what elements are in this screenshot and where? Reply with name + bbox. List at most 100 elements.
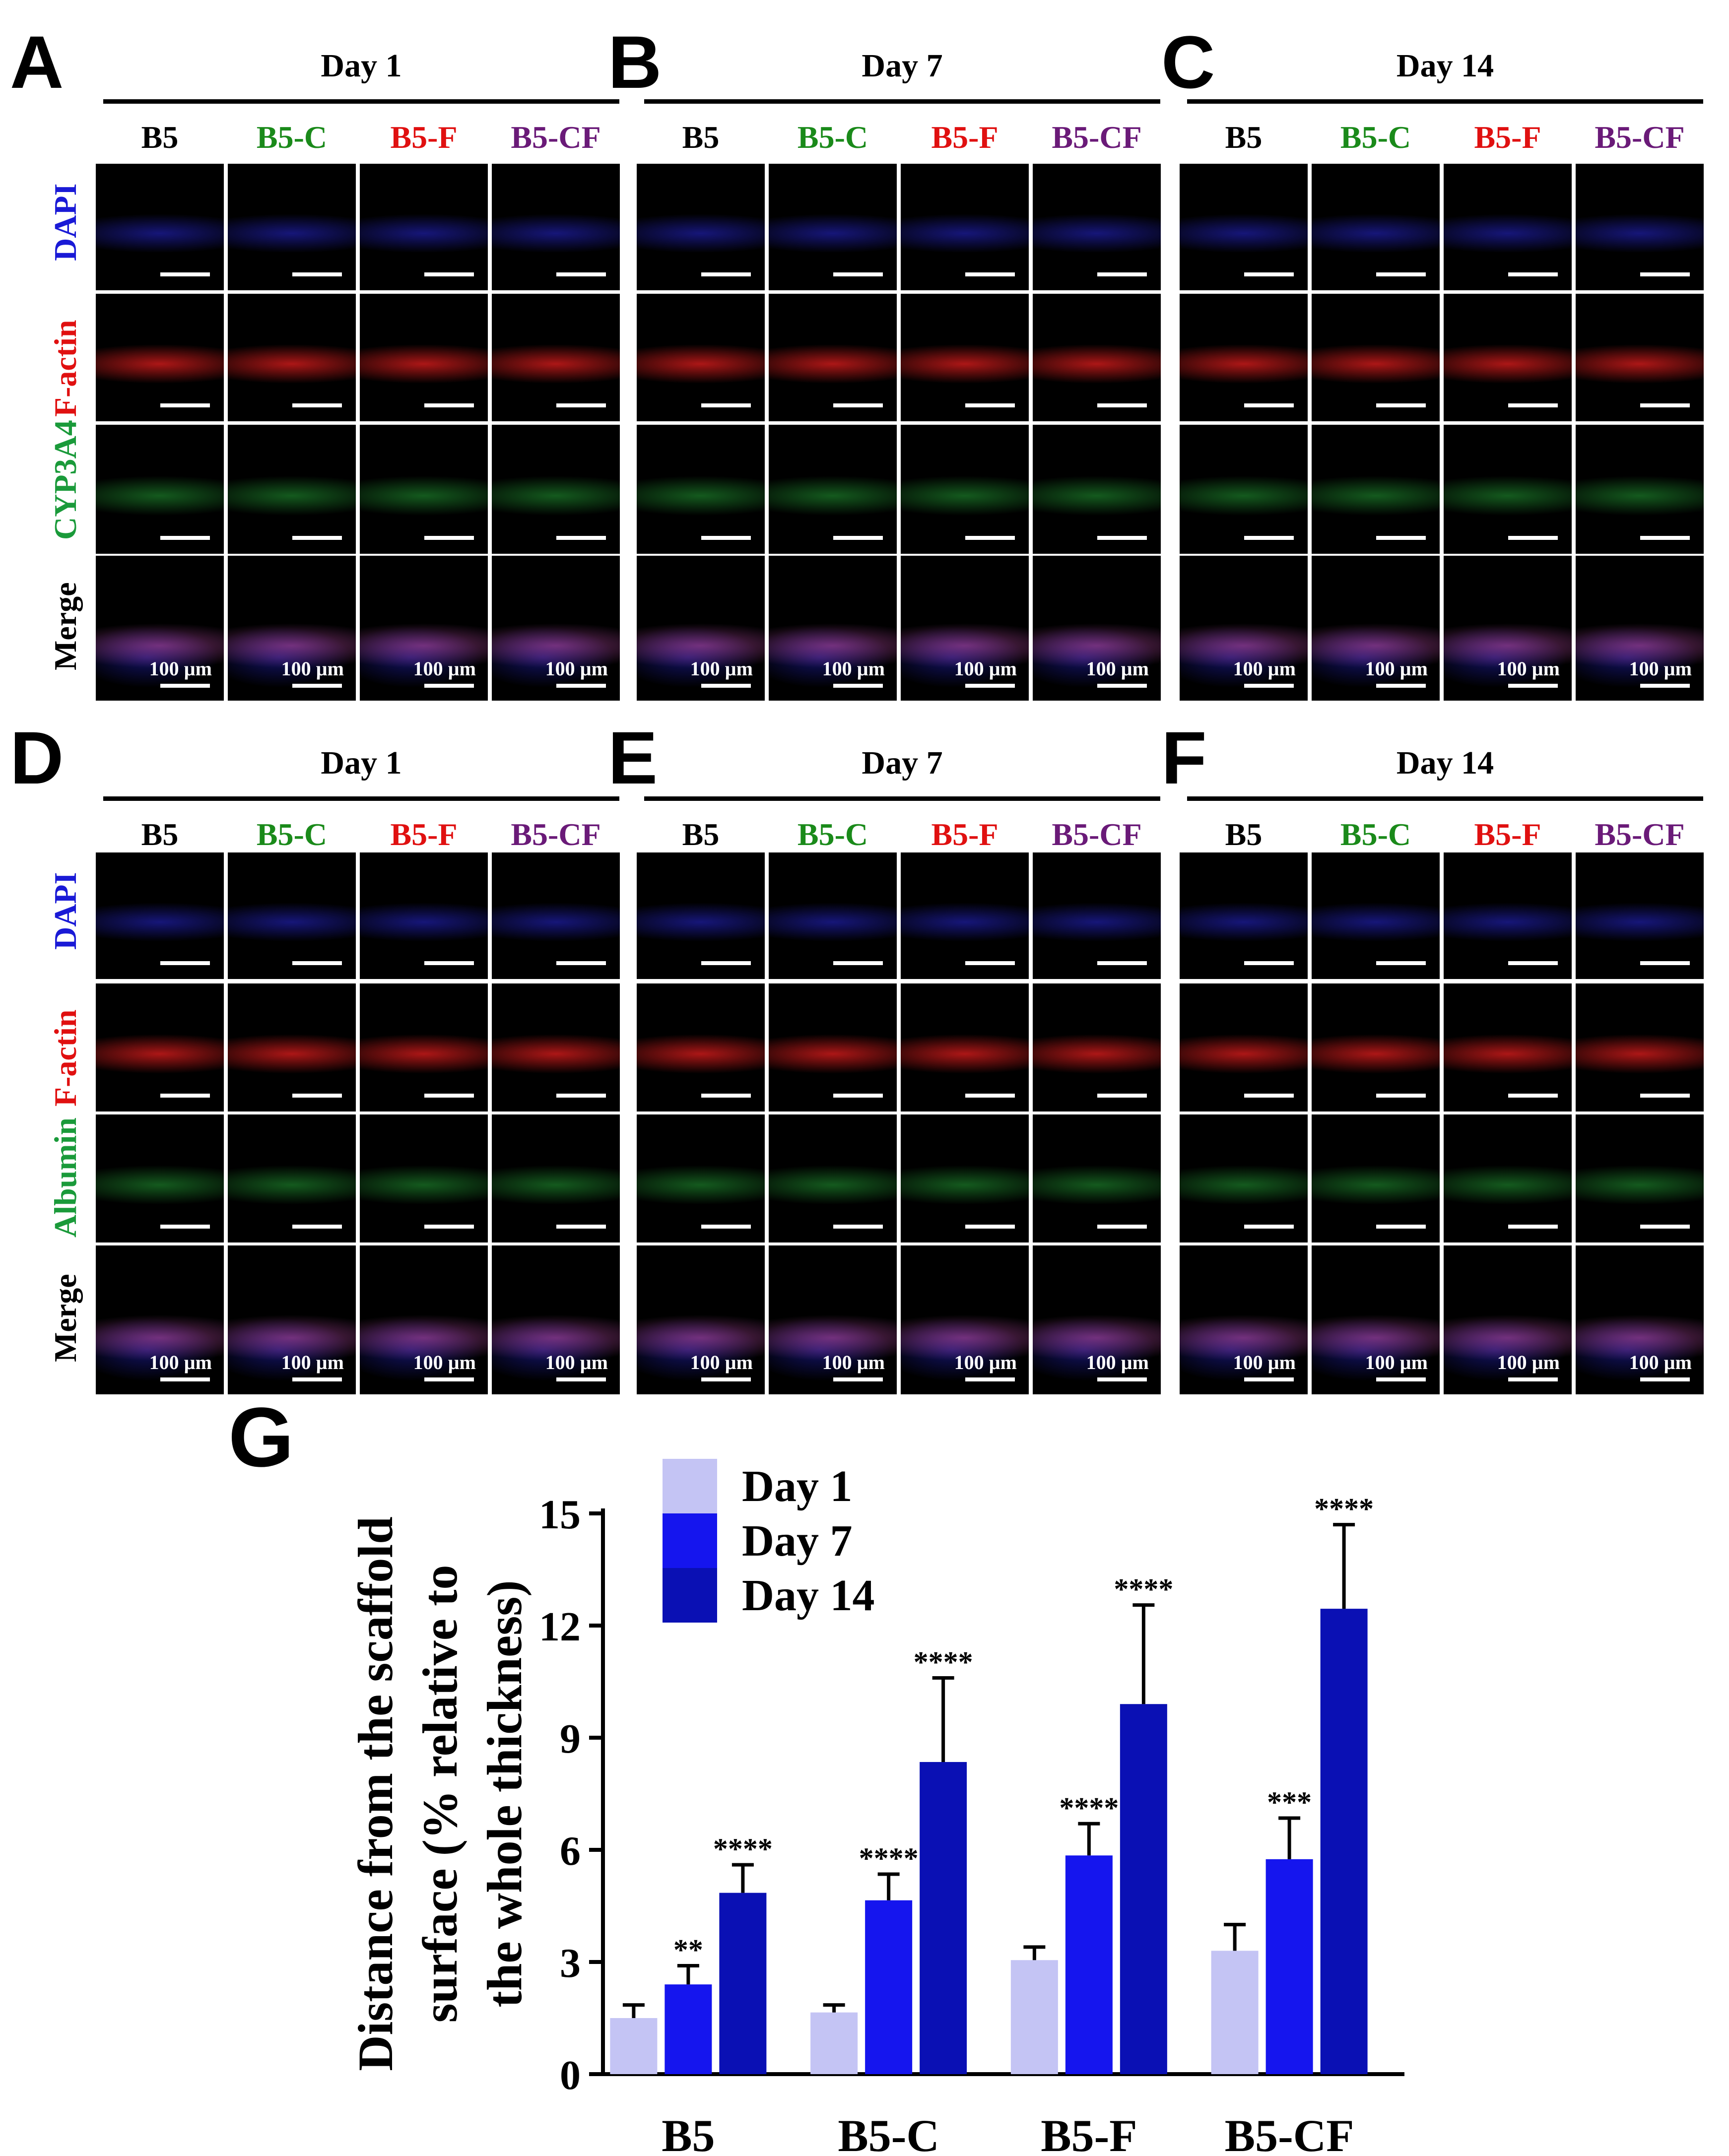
scale-bar-label: 100 µm <box>1629 657 1692 680</box>
scale-bar <box>556 1377 606 1381</box>
micrograph-image <box>1312 164 1440 290</box>
micrograph-image <box>228 852 356 979</box>
scale-bar <box>1640 1225 1690 1229</box>
micrograph-image <box>1576 1114 1704 1242</box>
scale-bar <box>1376 536 1426 540</box>
scale-bar <box>160 1094 210 1098</box>
group-label: B5 <box>1225 817 1263 852</box>
x-tick-label: B5-C <box>838 2110 939 2156</box>
scale-bar <box>292 1094 342 1098</box>
significance-label: **** <box>1314 1493 1374 1525</box>
y-tick-label: 15 <box>539 1492 581 1538</box>
scale-bar-label: 100 µm <box>1233 657 1296 680</box>
scale-bar-label: 100 µm <box>690 1351 753 1373</box>
micrograph-image <box>1576 164 1704 290</box>
micrograph-image: 100 µm <box>228 1245 356 1394</box>
micrograph-image <box>1180 1114 1308 1242</box>
scale-bar-label: 100 µm <box>149 657 212 680</box>
micrograph-image <box>637 983 765 1111</box>
bar <box>610 2018 658 2074</box>
scale-bar <box>1097 1094 1147 1098</box>
scale-bar-label: 100 µm <box>822 657 885 680</box>
micrograph-image <box>1444 294 1572 421</box>
scale-bar <box>701 403 751 407</box>
micrograph-image <box>360 1114 488 1242</box>
x-tick-label: B5 <box>662 2110 715 2156</box>
micrograph-image <box>228 164 356 290</box>
y-axis-label: the whole thickness) <box>477 1580 532 2007</box>
header-rule <box>103 99 619 104</box>
group-label: B5 <box>1225 120 1263 155</box>
scale-bar <box>1376 1377 1426 1381</box>
micrograph-image <box>1444 425 1572 554</box>
panel-day-title: Day 1 <box>321 745 402 781</box>
group-label: B5 <box>682 817 720 852</box>
panel-day-title: Day 7 <box>862 48 943 84</box>
micrograph-image <box>1444 1114 1572 1242</box>
micrograph-image <box>1180 425 1308 554</box>
micrograph-image <box>228 425 356 554</box>
header-rule <box>103 796 619 801</box>
micrograph-image <box>769 1114 897 1242</box>
header-rule <box>644 99 1160 104</box>
scale-bar <box>1508 684 1558 688</box>
micrograph-image <box>901 852 1029 979</box>
scale-bar <box>965 536 1015 540</box>
row-label: DAPI <box>48 872 83 950</box>
scale-bar-label: 100 µm <box>1497 657 1560 680</box>
micrograph-image <box>492 164 620 290</box>
scale-bar <box>701 1377 751 1381</box>
scale-bar <box>701 272 751 276</box>
group-label: B5-CF <box>1595 120 1685 155</box>
scale-bar-label: 100 µm <box>545 657 608 680</box>
panel-day-title: Day 14 <box>1396 745 1494 781</box>
micrograph-image <box>1180 983 1308 1111</box>
micrograph-image: 100 µm <box>1444 556 1572 701</box>
scale-bar-label: 100 µm <box>1365 657 1428 680</box>
group-label: B5-CF <box>1595 817 1685 852</box>
scale-bar-label: 100 µm <box>690 657 753 680</box>
scale-bar <box>1097 1377 1147 1381</box>
micrograph-image: 100 µm <box>1180 556 1308 701</box>
scale-bar <box>833 961 883 965</box>
micrograph-image <box>1033 1114 1161 1242</box>
scale-bar <box>292 1377 342 1381</box>
scale-bar-label: 100 µm <box>1365 1351 1428 1373</box>
scale-bar <box>965 1225 1015 1229</box>
micrograph-image: 100 µm <box>1312 1245 1440 1394</box>
micrograph-image <box>492 852 620 979</box>
group-label: B5-C <box>797 120 868 155</box>
scale-bar <box>701 536 751 540</box>
scale-bar <box>1244 403 1294 407</box>
legend-label: Day 1 <box>742 1462 853 1511</box>
micrograph-image: 100 µm <box>769 556 897 701</box>
micrograph-image <box>1444 983 1572 1111</box>
micrograph-image <box>901 294 1029 421</box>
y-tick-label: 0 <box>560 2052 581 2098</box>
micrograph-image <box>360 852 488 979</box>
micrograph-image: 100 µm <box>360 1245 488 1394</box>
row-label: CYP3A4 <box>48 420 83 540</box>
scale-bar <box>1508 961 1558 965</box>
scale-bar <box>833 1225 883 1229</box>
micrograph-image <box>637 852 765 979</box>
group-label: B5-F <box>1474 120 1541 155</box>
scale-bar <box>1097 403 1147 407</box>
micrograph-image: 100 µm <box>1033 556 1161 701</box>
micrograph-image <box>96 164 224 290</box>
bar <box>1211 1951 1259 2074</box>
scale-bar <box>292 272 342 276</box>
scale-bar <box>424 1377 474 1381</box>
micrograph-image <box>1180 294 1308 421</box>
scale-bar <box>424 961 474 965</box>
scale-bar <box>833 272 883 276</box>
legend-label: Day 14 <box>742 1571 875 1620</box>
row-label: F-actin <box>48 320 83 417</box>
panel-letter-c: C <box>1161 20 1215 104</box>
scale-bar <box>1376 684 1426 688</box>
scale-bar-label: 100 µm <box>545 1351 608 1373</box>
legend-swatch <box>663 1513 717 1568</box>
scale-bar <box>424 403 474 407</box>
significance-label: *** <box>1267 1786 1312 1819</box>
group-label: B5-CF <box>511 817 601 852</box>
